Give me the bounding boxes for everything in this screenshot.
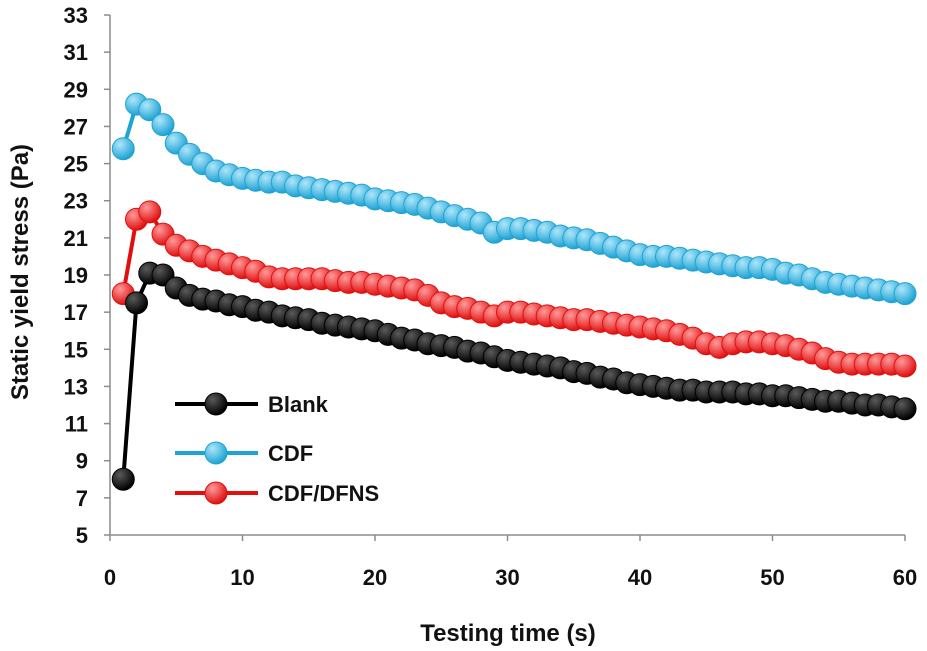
y-tick-label: 9 xyxy=(76,449,88,474)
series-cdf-dfns xyxy=(111,200,917,378)
data-point xyxy=(111,467,135,491)
legend-item: Blank xyxy=(175,392,329,417)
legend-item: CDF/DFNS xyxy=(175,481,379,506)
y-tick-label: 25 xyxy=(64,152,88,177)
y-tick-label: 23 xyxy=(64,189,88,214)
legend-label: CDF/DFNS xyxy=(268,481,379,506)
y-tick-label: 13 xyxy=(64,374,88,399)
series-group xyxy=(111,92,917,491)
x-axis-title: Testing time (s) xyxy=(420,620,596,647)
y-tick-label: 5 xyxy=(76,523,88,548)
series-cdf xyxy=(111,92,917,306)
x-tick-label: 60 xyxy=(893,565,917,590)
data-point xyxy=(111,137,135,161)
x-tick-label: 50 xyxy=(760,565,784,590)
series-blank xyxy=(111,261,917,491)
legend: Blank CDF CDF/DFNS xyxy=(175,392,379,506)
legend-marker xyxy=(204,441,228,465)
y-tick-label: 17 xyxy=(64,300,88,325)
legend-marker xyxy=(204,392,228,416)
y-tick-label: 7 xyxy=(76,486,88,511)
y-tick-label: 29 xyxy=(64,77,88,102)
legend-item: CDF xyxy=(175,441,313,466)
data-point xyxy=(125,291,148,315)
x-tick-label: 20 xyxy=(363,565,387,590)
y-tick-label: 11 xyxy=(65,412,88,437)
x-tick-label: 10 xyxy=(230,565,254,590)
data-point xyxy=(151,113,175,137)
y-tick-label: 19 xyxy=(64,263,88,288)
data-point xyxy=(138,98,162,122)
x-tick-label: 40 xyxy=(628,565,652,590)
data-point xyxy=(893,354,917,378)
data-point xyxy=(893,282,917,306)
x-tick-label: 0 xyxy=(104,565,116,590)
y-tick-label: 31 xyxy=(64,40,88,65)
y-tick-label: 33 xyxy=(64,3,88,28)
y-tick-label: 21 xyxy=(64,226,88,251)
y-tick-label: 15 xyxy=(64,337,88,362)
legend-marker xyxy=(204,481,228,505)
legend-label: CDF xyxy=(268,441,313,466)
legend-label: Blank xyxy=(268,392,329,417)
axes: 5 7 9 11 13 15 17 19 21 23 25 27 29 31 33 0 10 20 30 40 50 60 xyxy=(64,3,918,590)
y-tick-label: 27 xyxy=(64,114,88,139)
y-axis-title: Static yield stress (Pa) xyxy=(7,144,34,400)
data-point xyxy=(138,200,162,224)
data-point xyxy=(893,397,917,421)
x-tick-label: 30 xyxy=(495,565,519,590)
